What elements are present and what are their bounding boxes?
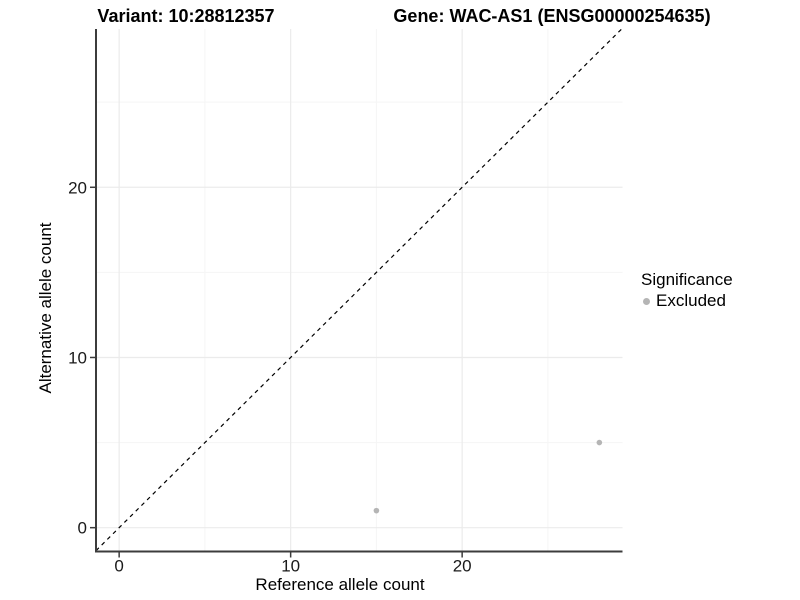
identity-line [95,28,623,552]
x-tick-label: 10 [281,557,300,576]
data-point [596,439,603,446]
variant-title: Variant: 10:28812357 [97,6,275,26]
y-tick-label: 10 [68,348,87,367]
y-axis-label: Alternative allele count [36,222,55,394]
legend-point-icon [643,297,650,305]
gene-title: Gene: WAC-AS1 (ENSG00000254635) [393,6,711,26]
x-tick-label: 20 [453,557,472,576]
y-tick-label: 0 [78,519,87,538]
legend-item-excluded: Excluded [641,291,733,311]
y-tick-label: 20 [68,178,87,197]
x-tick-label: 0 [114,557,123,576]
legend: Significance Excluded [641,270,733,311]
legend-title: Significance [641,270,733,289]
data-point [373,507,380,514]
x-axis-label: Reference allele count [255,575,425,594]
legend-item-label: Excluded [656,291,726,310]
